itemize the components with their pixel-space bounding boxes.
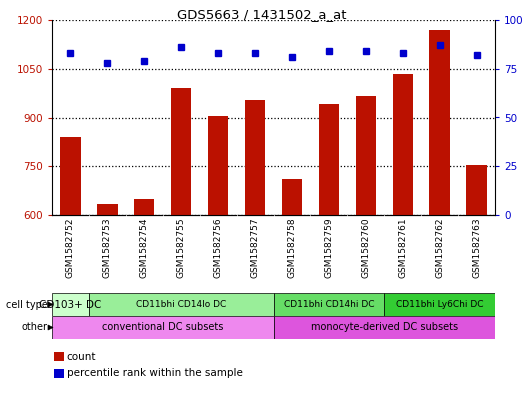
Text: GSM1582754: GSM1582754 — [140, 217, 149, 278]
Text: CD11bhi Ly6Chi DC: CD11bhi Ly6Chi DC — [396, 300, 483, 309]
Text: other: other — [22, 323, 48, 332]
Bar — [52, 293, 89, 316]
Text: GSM1582756: GSM1582756 — [213, 217, 223, 278]
Bar — [393, 73, 413, 215]
Text: count: count — [66, 351, 96, 362]
Bar — [54, 352, 63, 361]
Text: conventional DC subsets: conventional DC subsets — [102, 323, 223, 332]
Bar — [171, 88, 191, 215]
Text: CD11bhi CD14hi DC: CD11bhi CD14hi DC — [283, 300, 374, 309]
Text: GSM1582761: GSM1582761 — [398, 217, 407, 278]
Bar — [97, 204, 118, 215]
Text: GSM1582762: GSM1582762 — [435, 217, 444, 278]
Text: GSM1582752: GSM1582752 — [66, 217, 75, 278]
Bar — [282, 179, 302, 215]
Text: GSM1582753: GSM1582753 — [103, 217, 112, 278]
Text: GSM1582758: GSM1582758 — [288, 217, 297, 278]
Bar — [467, 165, 487, 215]
Bar — [208, 116, 228, 215]
Bar — [54, 369, 63, 378]
Bar — [384, 293, 495, 316]
Bar — [89, 293, 274, 316]
Text: GSM1582763: GSM1582763 — [472, 217, 481, 278]
Text: CD103+ DC: CD103+ DC — [39, 299, 101, 310]
Text: GDS5663 / 1431502_a_at: GDS5663 / 1431502_a_at — [177, 8, 346, 21]
Text: cell type: cell type — [6, 299, 48, 310]
Bar — [274, 316, 495, 339]
Bar — [429, 30, 450, 215]
Bar — [134, 199, 154, 215]
Text: CD11bhi CD14lo DC: CD11bhi CD14lo DC — [136, 300, 226, 309]
Polygon shape — [48, 325, 53, 330]
Text: GSM1582757: GSM1582757 — [251, 217, 259, 278]
Text: monocyte-derived DC subsets: monocyte-derived DC subsets — [311, 323, 458, 332]
Bar — [60, 137, 81, 215]
Polygon shape — [48, 302, 53, 307]
Text: GSM1582759: GSM1582759 — [324, 217, 333, 278]
Bar — [245, 99, 265, 215]
Text: GSM1582760: GSM1582760 — [361, 217, 370, 278]
Bar — [319, 105, 339, 215]
Text: GSM1582755: GSM1582755 — [177, 217, 186, 278]
Bar — [52, 316, 274, 339]
Bar — [356, 96, 376, 215]
Bar — [274, 293, 384, 316]
Text: percentile rank within the sample: percentile rank within the sample — [66, 369, 243, 378]
